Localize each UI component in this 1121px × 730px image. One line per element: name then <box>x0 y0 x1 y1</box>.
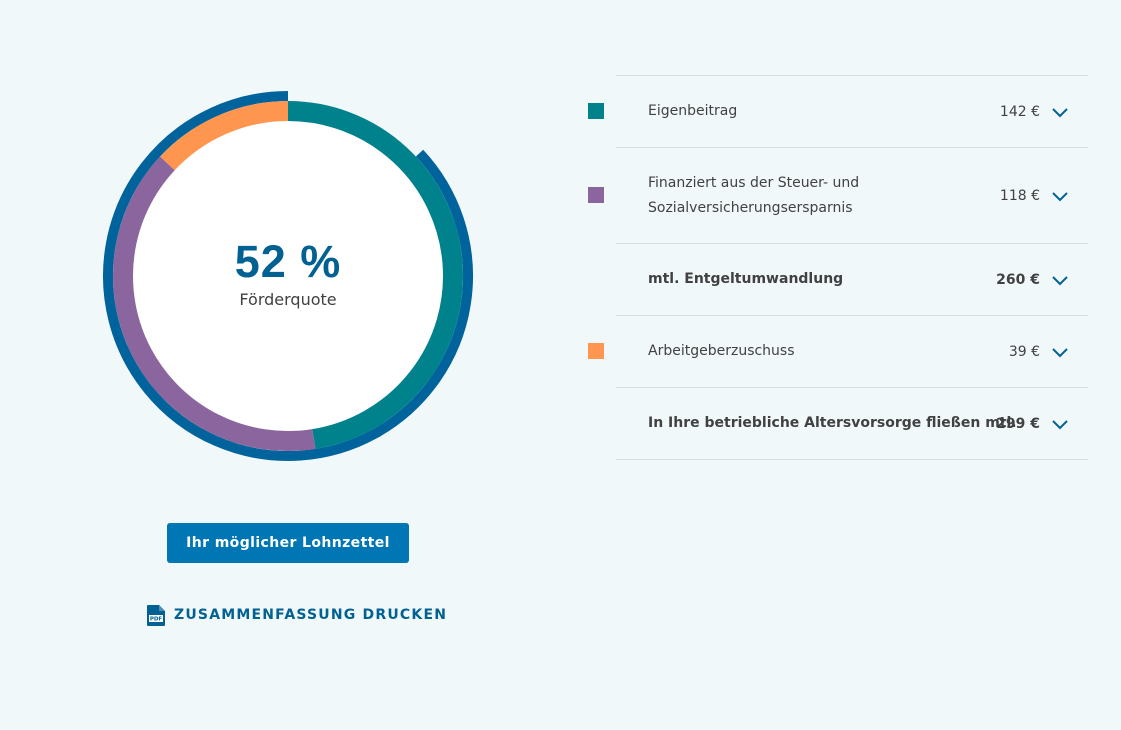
chevron-down-icon[interactable] <box>1050 105 1070 119</box>
row-label-line: mtl. Entgeltumwandlung <box>648 271 844 287</box>
legend-swatch <box>588 187 604 203</box>
breakdown-row-own-contribution: Eigenbeitrag 142 € <box>588 76 1088 148</box>
breakdown-row-total: In Ihre betriebliche Altersvorsorge flie… <box>616 388 1088 460</box>
donut-slice-3 <box>160 101 289 171</box>
breakdown-row-value: 118 € <box>999 187 1040 204</box>
breakdown-row-label: In Ihre betriebliche Altersvorsorge flie… <box>648 388 1017 459</box>
row-label-line: In Ihre betriebliche Altersvorsorge flie… <box>648 415 1017 431</box>
breakdown-row-tax-savings: Finanziert aus der Steuer- und Sozialver… <box>588 148 1088 244</box>
donut-outer-ring <box>103 91 473 461</box>
breakdown-row-value: 260 € <box>996 271 1040 288</box>
print-summary-label: ZUSAMMENFASSUNG DRUCKEN <box>174 607 448 623</box>
breakdown-row-value: 299 € <box>996 415 1040 432</box>
breakdown-row-employer-subsidy: Arbeitgeberzuschuss 39 € <box>588 316 1088 388</box>
donut-svg <box>103 91 473 461</box>
donut-center <box>133 121 443 431</box>
chevron-down-icon[interactable] <box>1050 273 1070 287</box>
breakdown-row-salary-conversion: mtl. Entgeltumwandlung 260 € <box>616 244 1088 316</box>
row-label-line: Eigenbeitrag <box>648 103 738 119</box>
breakdown-row-label: Finanziert aus der Steuer- und Sozialver… <box>648 148 859 243</box>
chevron-down-icon[interactable] <box>1050 189 1070 203</box>
subsidy-donut-chart: 52 % Förderquote <box>98 86 478 466</box>
row-label-line: Arbeitgeberzuschuss <box>648 343 795 359</box>
donut-slice-2 <box>113 156 316 451</box>
pdf-icon-text: PDF <box>150 616 163 622</box>
chevron-down-icon[interactable] <box>1050 417 1070 431</box>
donut-slice-1 <box>287 101 463 449</box>
breakdown-row-value: 142 € <box>999 103 1040 120</box>
row-label-line: Finanziert aus der Steuer- und <box>648 174 860 191</box>
pdf-icon: PDF <box>147 604 165 626</box>
payslip-button[interactable]: Ihr möglicher Lohnzettel <box>167 523 409 563</box>
contribution-breakdown-list: Eigenbeitrag 142 € Finanziert aus der St… <box>588 75 1088 460</box>
chevron-down-icon[interactable] <box>1050 345 1070 359</box>
breakdown-row-value: 39 € <box>1008 343 1040 360</box>
breakdown-row-label: Arbeitgeberzuschuss <box>648 316 795 387</box>
print-summary-link[interactable]: PDF ZUSAMMENFASSUNG DRUCKEN <box>146 603 447 627</box>
legend-swatch <box>588 343 604 359</box>
breakdown-row-label: Eigenbeitrag <box>648 76 737 147</box>
subsidy-rate-label: Förderquote <box>239 290 337 309</box>
breakdown-row-label: mtl. Entgeltumwandlung <box>648 244 843 315</box>
legend-swatch <box>588 103 604 119</box>
row-label-line: Sozialversicherungsersparnis <box>648 199 853 216</box>
subsidy-rate-value: 52 % <box>234 236 342 287</box>
